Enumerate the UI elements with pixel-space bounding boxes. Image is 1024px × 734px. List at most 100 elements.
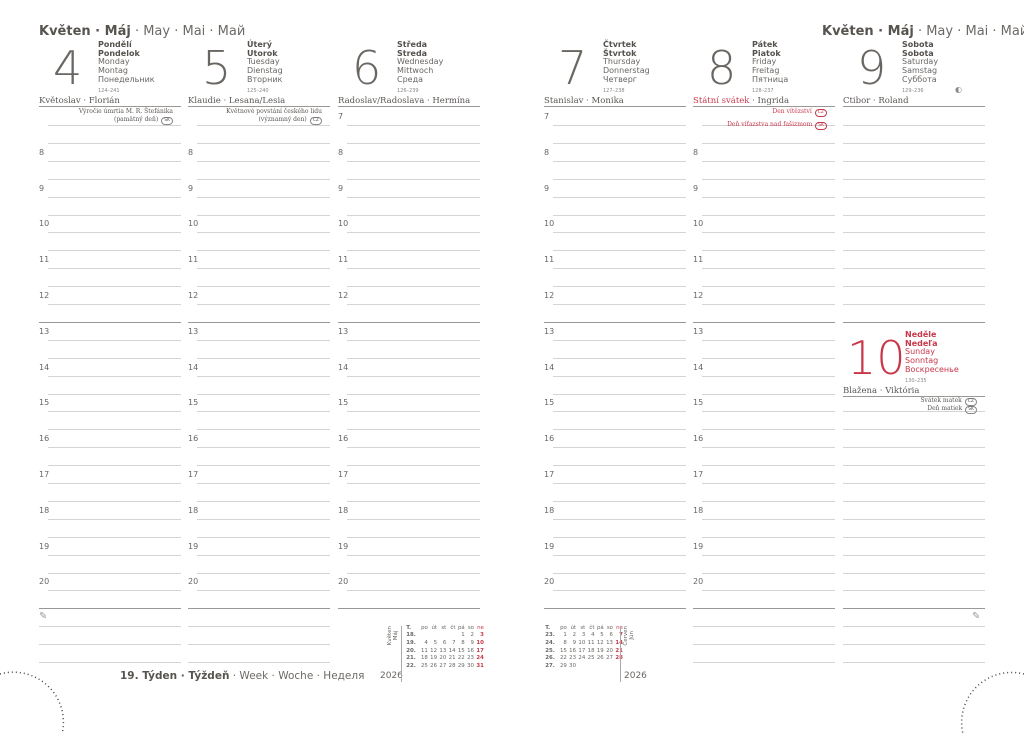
day-name-en: Sunday <box>905 347 935 357</box>
calendar-day[interactable]: 27 <box>606 655 613 662</box>
calendar-day[interactable]: 21 <box>614 647 624 655</box>
calendar-day[interactable]: 9 <box>572 639 577 646</box>
hour-label: 7 <box>338 112 344 121</box>
writing-line <box>843 590 985 592</box>
calendar-day[interactable]: 21 <box>448 655 456 662</box>
day-name-count: 128–237 <box>752 87 774 94</box>
calendar-day[interactable]: 14 <box>614 639 624 647</box>
calendar-day[interactable]: 5 <box>600 632 604 639</box>
calendar-day[interactable]: 15 <box>559 647 567 654</box>
day-name-cz: Pátek <box>752 40 778 49</box>
calendar-day[interactable]: 5 <box>433 639 438 646</box>
calendar-day[interactable]: 16 <box>569 647 577 654</box>
calendar-day[interactable]: 19 <box>596 647 604 654</box>
hour-label: 15 <box>338 398 349 408</box>
calendar-day[interactable]: 11 <box>420 647 428 654</box>
calendar-day[interactable]: 9 <box>470 639 474 646</box>
calendar-day[interactable]: 11 <box>587 639 595 646</box>
writing-line <box>702 160 835 162</box>
calendar-day[interactable]: 4 <box>591 632 595 639</box>
notes-rule <box>39 608 181 610</box>
calendar-day[interactable]: 7 <box>452 639 456 646</box>
calendar-day[interactable]: 13 <box>439 647 447 654</box>
writing-line <box>347 214 480 216</box>
calendar-day[interactable]: 20 <box>606 647 613 654</box>
calendar-day[interactable]: 18 <box>587 647 595 654</box>
calendar-day[interactable]: 2 <box>572 632 577 639</box>
calendar-day[interactable]: 2 <box>470 632 474 639</box>
writing-line <box>347 411 480 413</box>
calendar-day[interactable]: 10 <box>476 639 484 646</box>
calendar-day[interactable]: 26 <box>596 655 604 662</box>
writing-line <box>553 339 686 341</box>
calendar-day[interactable]: 23 <box>467 655 474 662</box>
calendar-day[interactable]: 10 <box>578 639 586 646</box>
hour-label: 13 <box>39 326 50 336</box>
calendar-day <box>420 632 429 640</box>
hour-label: 19 <box>693 541 704 551</box>
writing-line <box>347 196 480 198</box>
hour-label: 11 <box>39 255 50 265</box>
calendar-day[interactable]: 4 <box>424 639 428 646</box>
calendar-day[interactable]: 13 <box>606 639 613 646</box>
day-names: Úterý Utorok Tuesday Dienstag Вторник 125–240 <box>247 40 283 95</box>
calendar-day[interactable]: 24 <box>578 655 586 662</box>
name-days-text: Blažena · Viktória <box>843 386 920 396</box>
calendar-day[interactable]: 3 <box>480 632 484 639</box>
calendar-day[interactable]: 8 <box>563 639 567 646</box>
calendar-day[interactable]: 12 <box>430 647 438 654</box>
writing-line <box>553 411 686 413</box>
event: Květnové povstání českého lidu <box>226 108 322 116</box>
writing-line <box>553 286 686 288</box>
calendar-day[interactable]: 23 <box>569 655 577 662</box>
hour-label: 20 <box>338 577 349 587</box>
weekday-header: T. <box>406 624 412 631</box>
writing-line <box>843 411 985 413</box>
calendar-day[interactable]: 22 <box>559 655 567 662</box>
calendar-day[interactable]: 15 <box>457 647 465 654</box>
writing-line <box>553 125 686 126</box>
calendar-day[interactable]: 6 <box>442 639 447 646</box>
day-name-sk: Nedeľa <box>905 338 938 348</box>
writing-line <box>702 554 835 556</box>
name-days-text: Stanislav · Monika <box>544 96 624 106</box>
calendar-day[interactable]: 1 <box>461 632 465 639</box>
writing-line <box>843 142 985 144</box>
day-name-sk: Piatok <box>752 48 781 58</box>
writing-line <box>347 483 480 484</box>
weekday-header: čt <box>589 624 595 631</box>
calendar-day[interactable]: 18 <box>420 655 428 662</box>
calendar-day[interactable]: 8 <box>461 639 465 646</box>
writing-line <box>48 465 181 467</box>
mini-calendar-week: 18. 1 2 3 <box>405 632 485 640</box>
calendar-day[interactable]: 17 <box>476 647 484 654</box>
weekday-header: ne <box>477 624 484 631</box>
calendar-day[interactable]: 3 <box>581 632 586 639</box>
calendar-day[interactable]: 28 <box>614 654 624 662</box>
calendar-day[interactable]: 22 <box>457 655 465 662</box>
calendar-day[interactable]: 29 <box>457 662 465 669</box>
name-days: Ctibor · Roland <box>843 96 909 106</box>
calendar-day[interactable]: 30 <box>467 662 474 669</box>
calendar-day[interactable]: 27 <box>439 662 447 669</box>
calendar-day[interactable]: 14 <box>448 647 456 654</box>
calendar-day[interactable]: 24 <box>476 655 484 662</box>
calendar-day[interactable]: 25 <box>587 655 595 662</box>
calendar-day[interactable]: 29 <box>559 662 567 669</box>
calendar-day[interactable]: 20 <box>439 655 447 662</box>
calendar-day[interactable]: 25 <box>420 662 428 669</box>
calendar-day[interactable]: 19 <box>430 655 438 662</box>
mini-calendar-week: 27. 29 30 <box>544 662 624 670</box>
calendar-day[interactable]: 16 <box>467 647 474 654</box>
calendar-day[interactable]: 12 <box>596 639 604 646</box>
calendar-day[interactable]: 26 <box>430 662 438 669</box>
calendar-day[interactable]: 6 <box>609 632 613 639</box>
calendar-day[interactable]: 31 <box>476 662 484 669</box>
calendar-day[interactable]: 28 <box>448 662 456 669</box>
hour-label: 18 <box>188 505 199 515</box>
calendar-day[interactable]: 17 <box>578 647 586 654</box>
calendar-day[interactable]: 30 <box>569 662 577 669</box>
mini-calendar-month: Červen Jún <box>623 626 635 646</box>
calendar-day[interactable]: 1 <box>563 632 567 639</box>
writing-line <box>197 483 330 484</box>
